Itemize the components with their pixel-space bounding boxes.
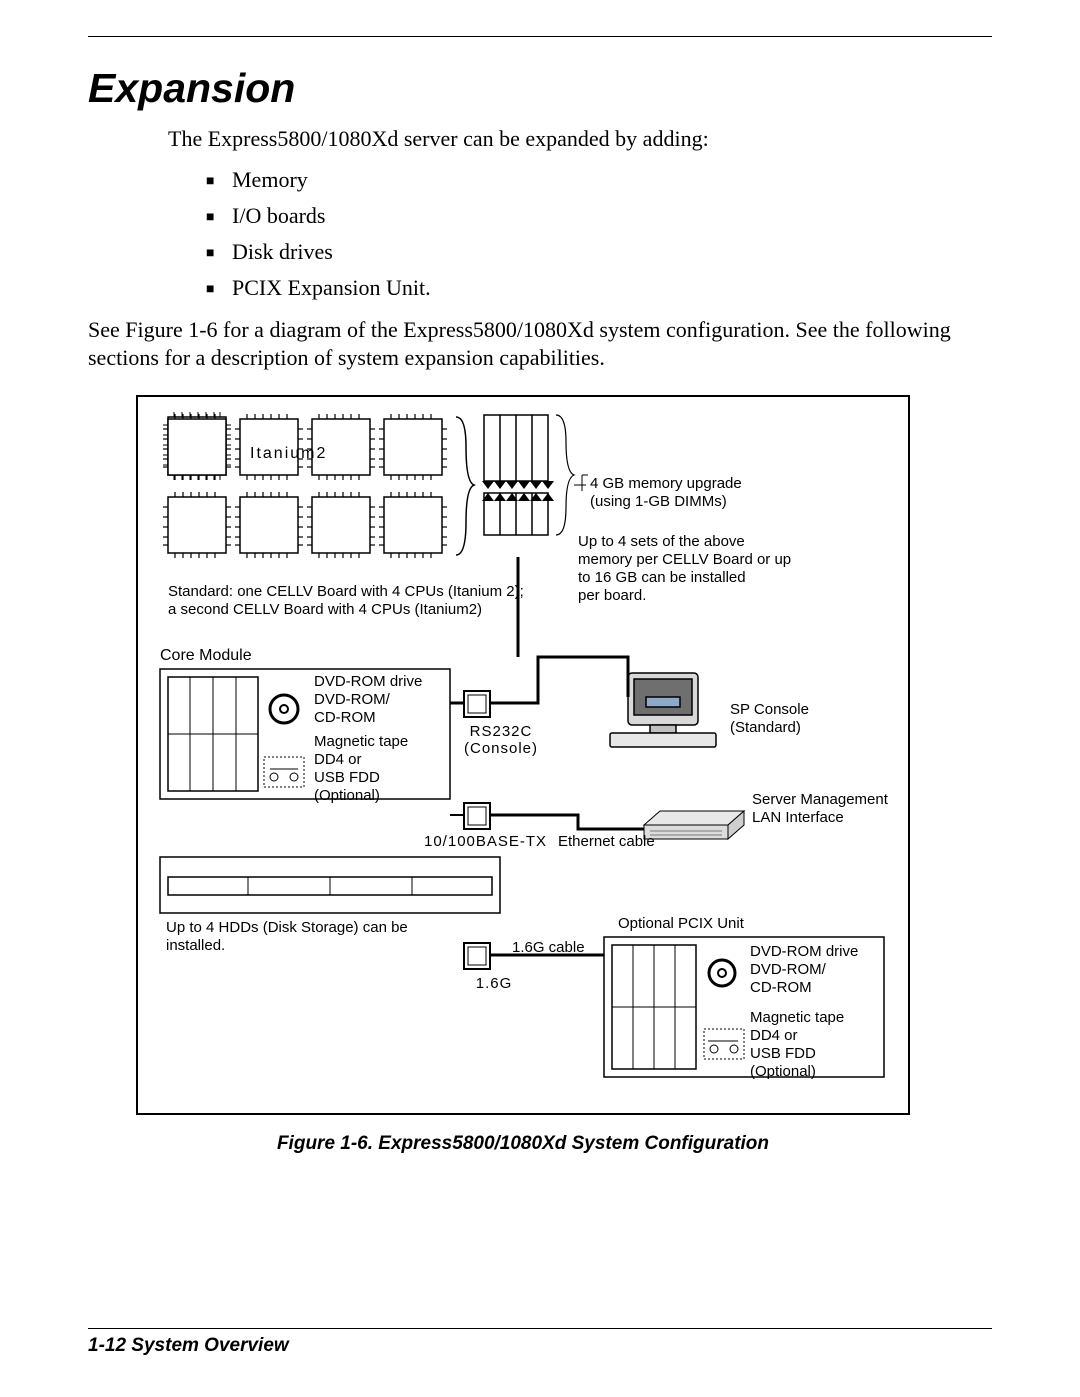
list-item: PCIX Expansion Unit. <box>206 270 992 306</box>
intro-text: The Express5800/1080Xd server can be exp… <box>168 126 992 152</box>
expansion-list: Memory I/O boards Disk drives PCIX Expan… <box>206 162 992 306</box>
sp-console-label: SP Console (Standard) <box>730 701 809 737</box>
dvd-label-2: DVD-ROM drive DVD-ROM/ CD-ROM <box>750 943 858 997</box>
ethernet-cable-label: Ethernet cable <box>558 833 655 851</box>
mem-note-1: 4 GB memory upgrade (using 1-GB DIMMs) <box>590 475 742 511</box>
list-item: I/O boards <box>206 198 992 234</box>
figure-diagram: Itanium2 Standard: one CELLV Board with … <box>136 395 910 1115</box>
rs232c-label: RS232C (Console) <box>464 723 538 757</box>
list-item: Memory <box>206 162 992 198</box>
hdd-note: Up to 4 HDDs (Disk Storage) can be insta… <box>166 919 408 955</box>
onesixg-cable-label: 1.6G cable <box>512 939 585 957</box>
figure-caption: Figure 1-6. Express5800/1080Xd System Co… <box>136 1133 910 1155</box>
tape-label-2: Magnetic tape DD4 or USB FDD (Optional) <box>750 1009 844 1081</box>
onesixg-port-label: 1.6G <box>464 975 524 992</box>
ethernet-port-label: 10/100BASE-TX <box>424 833 547 850</box>
core-module-label: Core Module <box>160 647 252 665</box>
tape-label: Magnetic tape DD4 or USB FDD (Optional) <box>314 733 408 805</box>
cpu-note: Standard: one CELLV Board with 4 CPUs (I… <box>168 583 524 619</box>
paragraph-see-figure: See Figure 1-6 for a diagram of the Expr… <box>88 316 992 371</box>
server-mgmt-label: Server Management LAN Interface <box>752 791 888 827</box>
pcix-unit-label: Optional PCIX Unit <box>618 915 744 933</box>
section-heading: Expansion <box>88 65 992 112</box>
dvd-label: DVD-ROM drive DVD-ROM/ CD-ROM <box>314 673 422 727</box>
mem-note-2: Up to 4 sets of the above memory per CEL… <box>578 533 791 605</box>
cpu-label: Itanium2 <box>250 445 327 463</box>
page-footer: 1-12 System Overview <box>88 1328 992 1357</box>
list-item: Disk drives <box>206 234 992 270</box>
